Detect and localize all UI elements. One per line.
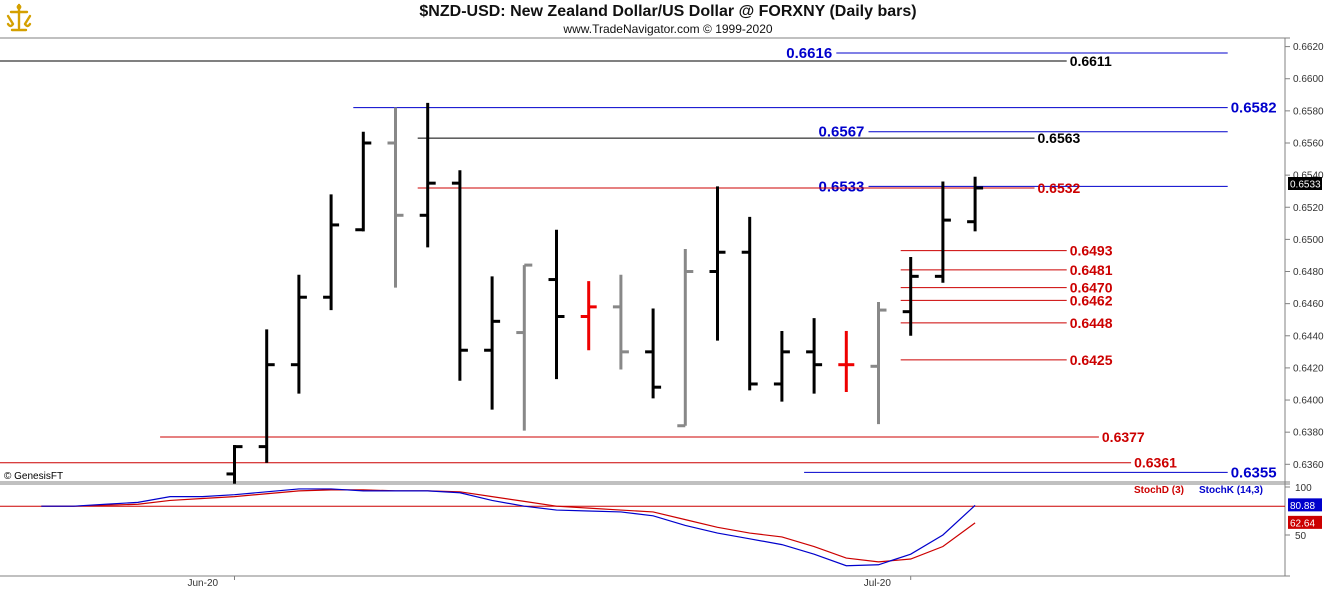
price-tick-label: 0.6500 bbox=[1293, 235, 1324, 246]
price-tick-label: 0.6540 bbox=[1293, 171, 1324, 182]
ohlc-bar bbox=[387, 107, 404, 288]
price-tick-label: 0.6420 bbox=[1293, 363, 1324, 374]
stoch-tick-50: 50 bbox=[1295, 531, 1307, 542]
level-label-0.6377: 0.6377 bbox=[1102, 429, 1145, 445]
price-tick-label: 0.6360 bbox=[1293, 460, 1324, 471]
ohlc-bar bbox=[355, 131, 372, 232]
genesis-watermark: © GenesisFT bbox=[4, 471, 63, 482]
ohlc-bar bbox=[709, 186, 726, 341]
level-label-0.6448: 0.6448 bbox=[1070, 315, 1113, 331]
level-label-0.6361: 0.6361 bbox=[1134, 455, 1177, 471]
stoch-k-value-tag: 80.88 bbox=[1288, 498, 1322, 512]
level-label-0.6493: 0.6493 bbox=[1070, 243, 1113, 259]
level-label-0.6532: 0.6532 bbox=[1038, 180, 1081, 196]
ohlc-bar bbox=[516, 263, 533, 431]
stoch-k-value: 80.88 bbox=[1290, 501, 1315, 512]
chart-title: $NZD-USD: New Zealand Dollar/US Dollar @… bbox=[419, 3, 917, 20]
level-label-0.6616: 0.6616 bbox=[786, 45, 832, 62]
stoch-k-line bbox=[41, 488, 976, 567]
current-price-label: 0.6533 bbox=[1290, 180, 1321, 191]
price-tick-label: 0.6560 bbox=[1293, 138, 1324, 149]
stoch-d-legend: StochD (3) bbox=[1134, 485, 1184, 496]
level-label-0.6355: 0.6355 bbox=[1231, 464, 1277, 481]
price-tick-label: 0.6460 bbox=[1293, 299, 1324, 310]
genesis-logo-icon bbox=[4, 2, 34, 34]
ohlc-bar bbox=[773, 330, 790, 402]
level-label-0.6611: 0.6611 bbox=[1070, 53, 1112, 69]
stoch-d-value-tag: 62.64 bbox=[1288, 515, 1322, 529]
ohlc-bar bbox=[226, 445, 243, 484]
level-label-0.6567: 0.6567 bbox=[819, 124, 865, 141]
current-price-tag: 0.6533 bbox=[1288, 177, 1322, 191]
chart-header: $NZD-USD: New Zealand Dollar/US Dollar @… bbox=[0, 0, 1336, 40]
price-axis: 0.6360 0.6380 0.6400 0.6420 0.6440 0.6460 0.64… bbox=[1285, 42, 1324, 471]
ohlc-bar bbox=[290, 274, 307, 394]
ohlc-bar bbox=[484, 276, 501, 410]
stoch-tick-100: 100 bbox=[1295, 483, 1312, 494]
ohlc-bar bbox=[870, 302, 887, 425]
ohlc-bar bbox=[645, 308, 662, 399]
ohlc-bar bbox=[902, 257, 919, 336]
price-tick-label: 0.6380 bbox=[1293, 428, 1324, 439]
chart-subtitle: www.TradeNavigator.com © 1999-2020 bbox=[563, 22, 773, 36]
ohlc-bar bbox=[323, 194, 340, 311]
ohlc-bar bbox=[451, 170, 468, 381]
time-tick-label: Jul-20 bbox=[864, 578, 892, 589]
ohlc-bar bbox=[934, 181, 951, 283]
price-tick-label: 0.6480 bbox=[1293, 267, 1324, 278]
ohlc-bars bbox=[226, 102, 984, 484]
ohlc-bar bbox=[741, 216, 758, 391]
ohlc-bar bbox=[548, 229, 565, 380]
level-label-0.6481: 0.6481 bbox=[1070, 262, 1113, 278]
ohlc-bar bbox=[580, 281, 597, 351]
ohlc-bar bbox=[838, 330, 855, 393]
price-tick-label: 0.6440 bbox=[1293, 331, 1324, 342]
level-label-0.6582: 0.6582 bbox=[1231, 100, 1277, 117]
stoch-d-line bbox=[41, 489, 976, 563]
ohlc-bar bbox=[419, 102, 436, 248]
time-tick-label: Jun-20 bbox=[188, 578, 219, 589]
level-label-0.6425: 0.6425 bbox=[1070, 352, 1113, 368]
price-tick-label: 0.6600 bbox=[1293, 74, 1324, 85]
price-tick-label: 0.6400 bbox=[1293, 396, 1324, 407]
level-label-0.6462: 0.6462 bbox=[1070, 292, 1113, 308]
ohlc-bar bbox=[258, 329, 275, 463]
time-axis: Jun-20 Jul-20 bbox=[188, 576, 912, 589]
level-label-0.6470: 0.6470 bbox=[1070, 280, 1113, 296]
stoch-k-legend: StochK (14,3) bbox=[1199, 485, 1263, 496]
stoch-d-value: 62.64 bbox=[1290, 518, 1315, 529]
price-tick-label: 0.6620 bbox=[1293, 42, 1324, 53]
ohlc-bar bbox=[806, 318, 823, 394]
price-tick-label: 0.6520 bbox=[1293, 203, 1324, 214]
stochastic-panel: 100 50 80.88 62.64 bbox=[0, 483, 1322, 567]
price-tick-label: 0.6580 bbox=[1293, 106, 1324, 117]
level-label-0.6563: 0.6563 bbox=[1038, 130, 1081, 146]
ohlc-bar bbox=[967, 176, 984, 232]
level-label-0.6533: 0.6533 bbox=[819, 178, 865, 195]
ohlc-bar bbox=[677, 249, 694, 428]
support-resistance-levels: 0.6616 0.6611 0.6582 0.6567 0.6563 0.6533 0.65… bbox=[0, 45, 1277, 481]
ohlc-bar bbox=[612, 274, 629, 370]
